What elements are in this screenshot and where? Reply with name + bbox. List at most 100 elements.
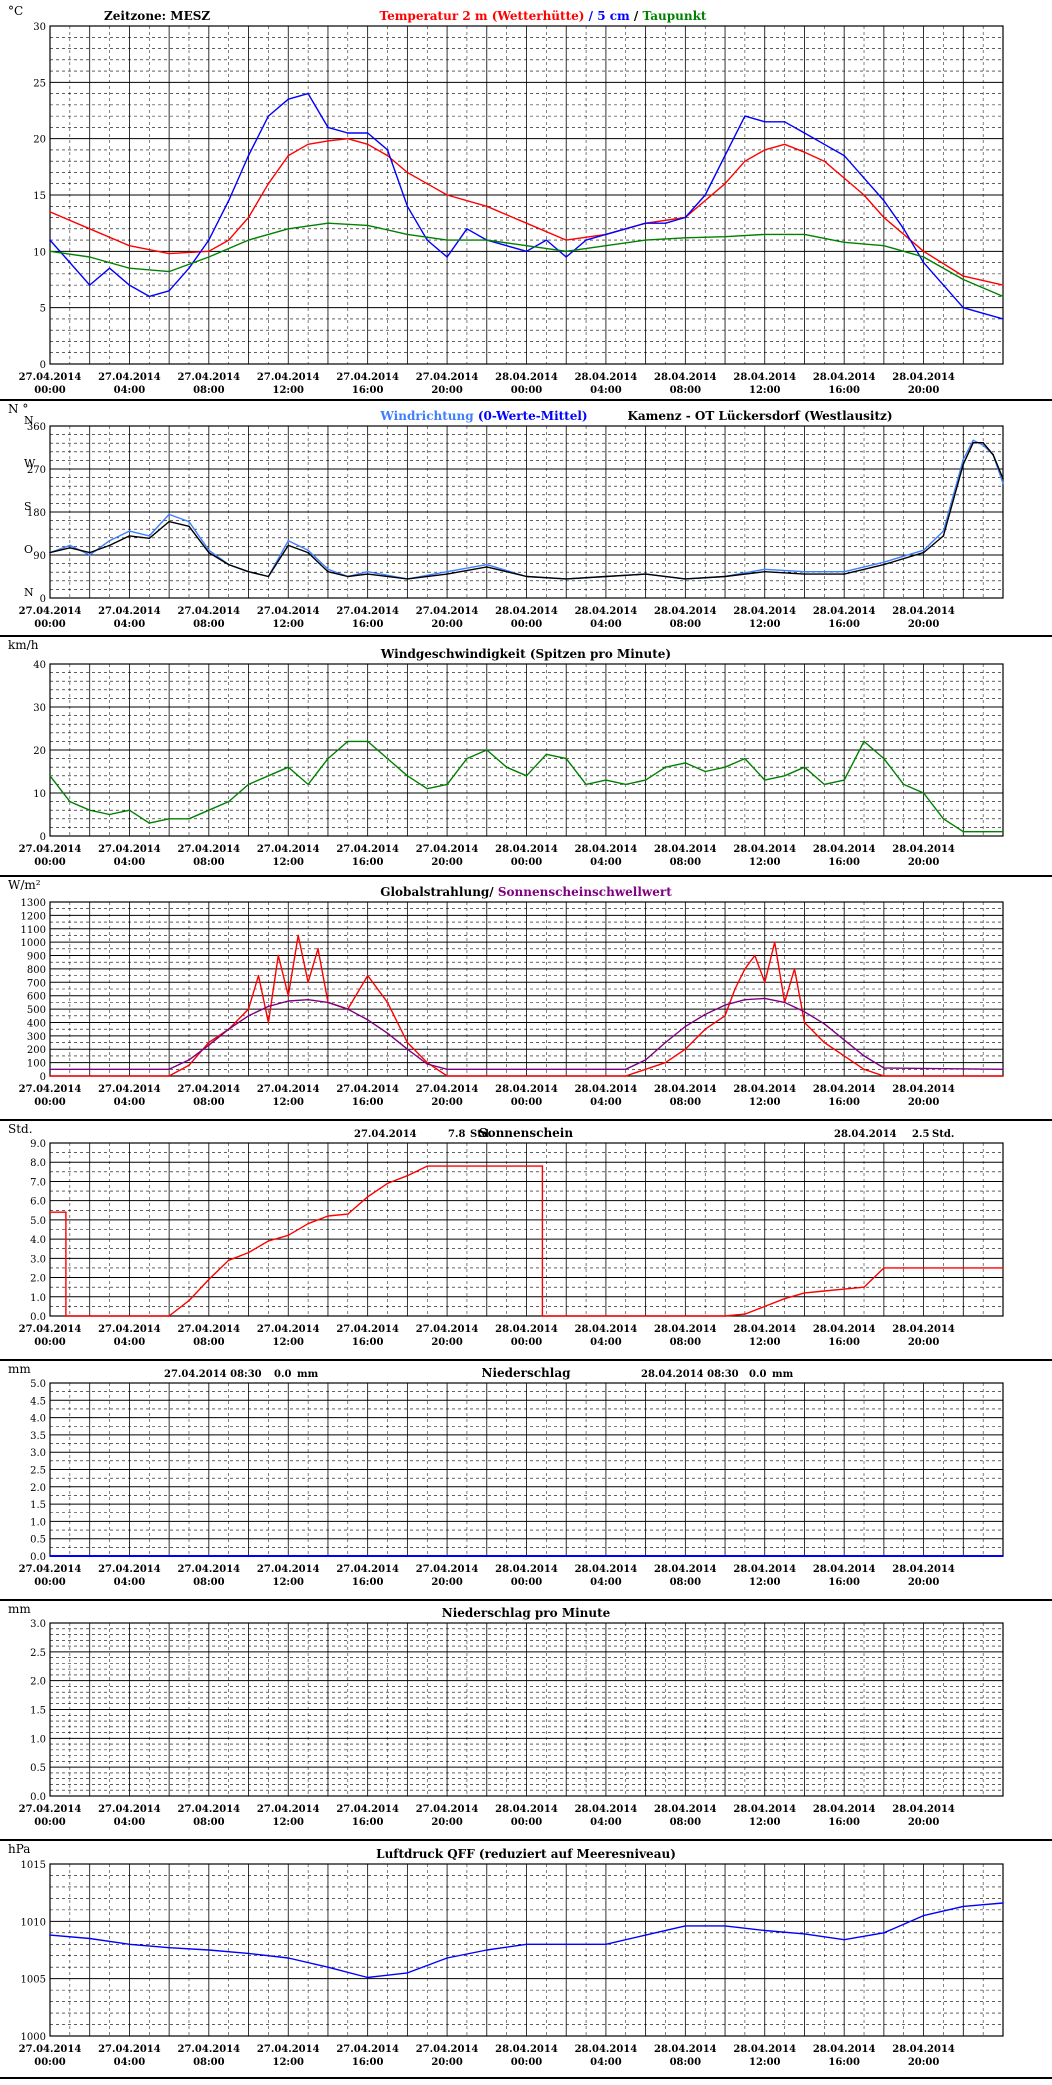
day-total-date: 27.04.2014 08:30 (164, 1369, 262, 1380)
data-point (744, 998, 746, 1001)
data-point (49, 1075, 51, 1077)
data-point (188, 1064, 190, 1067)
unit-label: W/m² (8, 878, 41, 892)
data-point (188, 525, 190, 528)
y-tick-label: 360 (27, 422, 46, 433)
data-point (843, 1055, 845, 1057)
data-point (724, 1014, 726, 1017)
x-tick-time: 16:00 (352, 857, 384, 868)
x-tick-date: 27.04.2014 (416, 2044, 479, 2055)
data-point (386, 1032, 389, 1034)
x-tick-date: 28.04.2014 (733, 1564, 796, 1575)
data-point (863, 1286, 865, 1288)
data-point (724, 235, 726, 238)
data-point (88, 1937, 91, 1940)
data-point (962, 830, 965, 833)
x-tick-time: 16:00 (352, 385, 384, 396)
y-tick-label: 20 (33, 135, 46, 146)
x-tick-date: 28.04.2014 (892, 372, 955, 383)
data-point (883, 1075, 885, 1077)
x-tick-time: 12:00 (272, 385, 304, 396)
data-point (962, 458, 965, 461)
data-point (188, 267, 190, 270)
data-point (763, 981, 766, 984)
data-point (406, 171, 409, 174)
data-point (902, 228, 905, 230)
data-point (624, 228, 627, 230)
data-point (485, 239, 488, 241)
x-tick-time: 00:00 (511, 619, 543, 630)
data-point (287, 228, 290, 230)
y-tick-label: 0 (40, 832, 46, 843)
data-point (168, 1315, 170, 1317)
data-point (684, 237, 687, 239)
data-point (327, 126, 329, 129)
data-point (1002, 830, 1004, 833)
data-point (565, 1943, 568, 1946)
x-tick-date: 27.04.2014 (416, 606, 479, 617)
data-point (922, 261, 925, 264)
data-point (446, 239, 448, 241)
data-point (962, 463, 965, 466)
x-tick-time: 04:00 (114, 1337, 146, 1348)
data-point (863, 194, 865, 196)
data-point (168, 252, 170, 255)
data-point (1002, 295, 1004, 298)
data-point (366, 143, 369, 146)
x-tick-date: 28.04.2014 (495, 606, 558, 617)
data-point (287, 994, 290, 997)
x-tick-date: 28.04.2014 (892, 1564, 955, 1575)
data-point (922, 1914, 925, 1917)
x-tick-time: 20:00 (908, 857, 940, 868)
x-tick-date: 28.04.2014 (654, 372, 717, 383)
data-point (49, 239, 51, 241)
x-tick-date: 28.04.2014 (495, 1084, 558, 1095)
data-point (267, 1021, 270, 1024)
data-point (992, 453, 994, 456)
data-point (783, 1297, 786, 1300)
x-tick-time: 08:00 (193, 385, 225, 396)
data-point (366, 740, 369, 743)
data-point (188, 818, 190, 820)
data-point (128, 284, 131, 286)
x-tick-time: 16:00 (352, 1337, 384, 1348)
y-tick-label: 800 (27, 965, 46, 976)
plot-frame (49, 1863, 1004, 2037)
x-tick-date: 27.04.2014 (19, 2044, 82, 2055)
data-point (664, 1041, 667, 1044)
data-point (327, 568, 329, 571)
unit-label: mm (8, 1602, 31, 1616)
data-point (128, 809, 131, 811)
y-tick-label: 1.0 (30, 1734, 46, 1745)
data-point (247, 1014, 250, 1017)
x-tick-time: 04:00 (590, 857, 622, 868)
data-point (922, 792, 925, 794)
x-tick-time: 00:00 (511, 1817, 543, 1828)
data-point (982, 830, 984, 833)
x-tick-date: 27.04.2014 (178, 1084, 241, 1095)
data-point (525, 775, 528, 777)
data-point (763, 568, 766, 571)
x-tick-time: 20:00 (908, 385, 940, 396)
data-point (108, 539, 111, 542)
compass-label: W (24, 457, 36, 470)
x-tick-time: 00:00 (511, 1337, 543, 1348)
data-point (327, 757, 329, 760)
x-tick-time: 20:00 (908, 2057, 940, 2068)
x-tick-time: 08:00 (193, 2057, 225, 2068)
x-tick-time: 20:00 (908, 1577, 940, 1588)
x-tick-date: 27.04.2014 (257, 606, 320, 617)
data-point (267, 775, 270, 777)
x-tick-time: 04:00 (114, 619, 146, 630)
data-point (208, 1278, 210, 1281)
x-tick-date: 27.04.2014 (257, 1564, 320, 1575)
data-point (366, 224, 369, 227)
data-point (724, 1925, 726, 1927)
x-tick-time: 20:00 (431, 619, 463, 630)
data-point (485, 566, 488, 568)
y-tick-label: 500 (27, 1005, 46, 1016)
data-point (803, 151, 806, 153)
x-tick-time: 00:00 (34, 2057, 66, 2068)
x-tick-date: 28.04.2014 (654, 1324, 717, 1335)
y-tick-label: 700 (27, 978, 46, 989)
